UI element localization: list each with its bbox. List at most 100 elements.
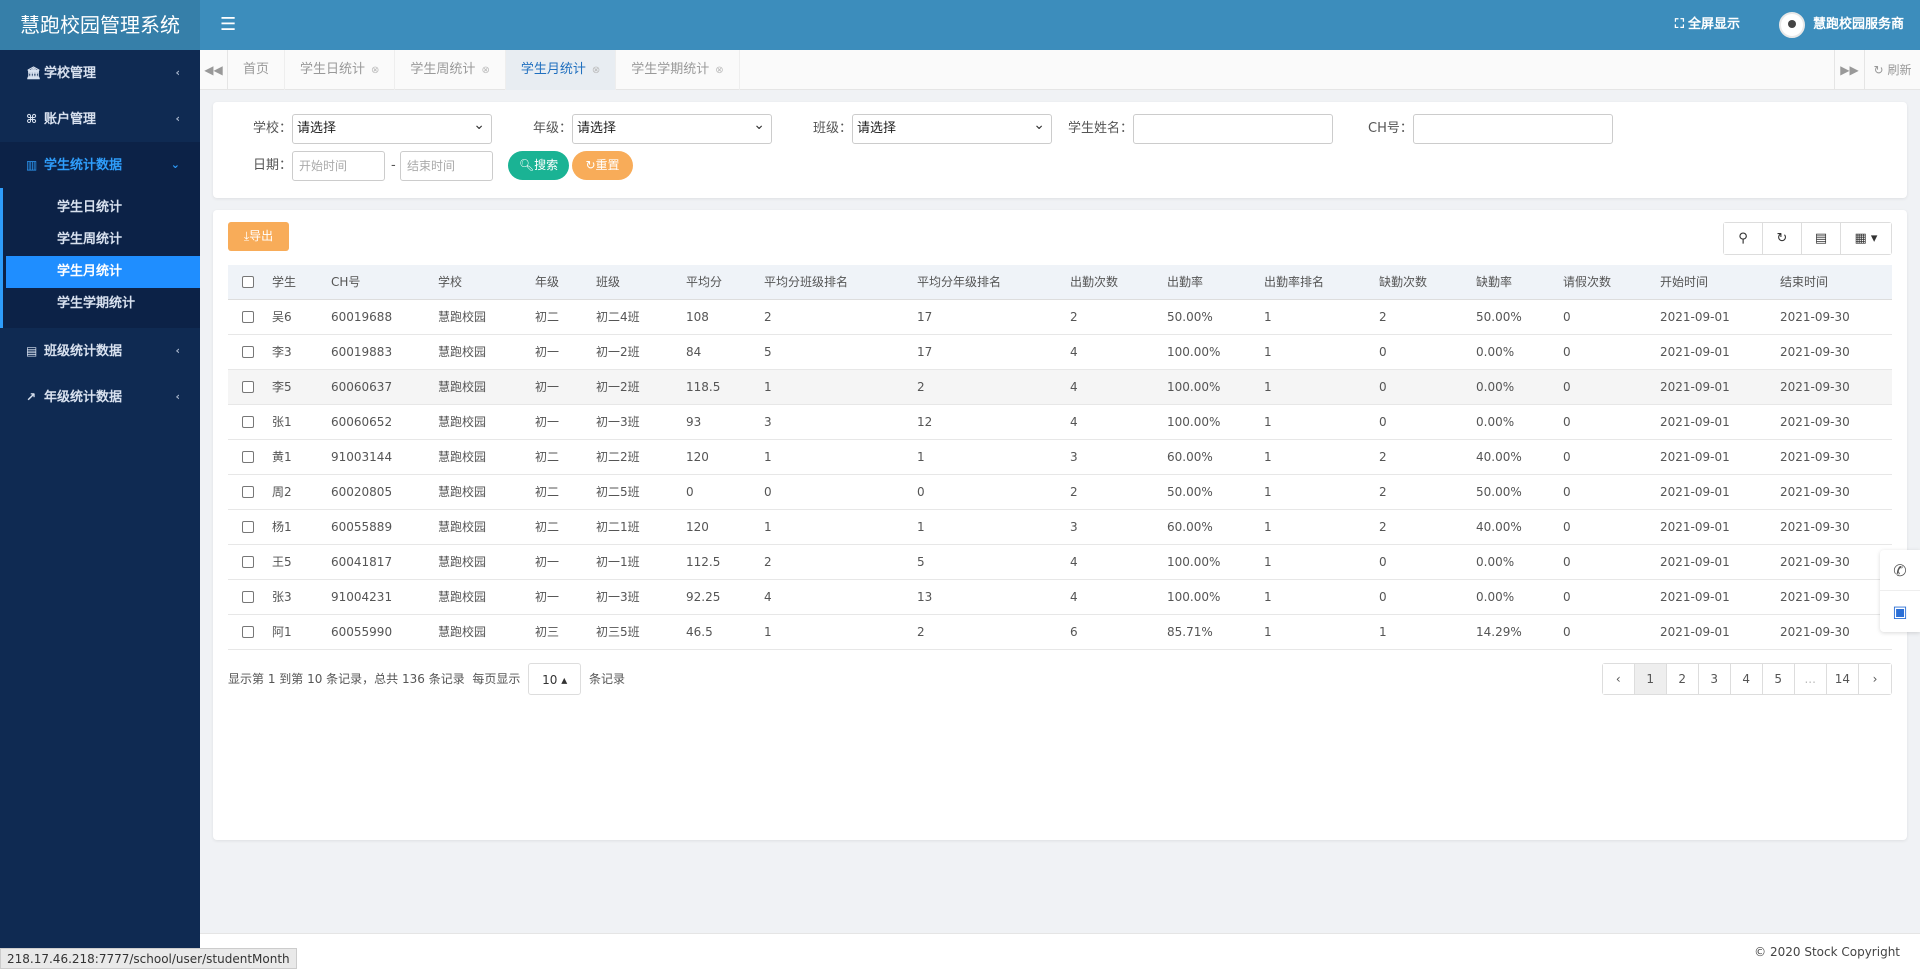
table-row[interactable]: 张1 60060652 慧跑校园 初一 初一3班 93 3 12 4 100.00% 1 0 0.00%… xyxy=(228,404,1892,440)
table-cell: 60.00% xyxy=(1163,439,1260,475)
sidebar-subitem-daily[interactable]: 学生日统计 xyxy=(57,200,123,215)
sidebar-item-school-management[interactable]: 🏛 学校管理 ‹ xyxy=(0,50,200,96)
row-select-cell xyxy=(228,439,268,475)
row-checkbox[interactable] xyxy=(242,416,254,428)
sidebar-subitem-semester[interactable]: 学生学期统计 xyxy=(57,296,136,311)
tab-home[interactable]: 首页 xyxy=(228,50,286,90)
col-avg-score[interactable]: 平均分 xyxy=(682,265,760,300)
grade-select[interactable]: 请选择 xyxy=(572,111,772,144)
user-menu[interactable]: 慧跑校园服务商 xyxy=(1778,0,1904,50)
class-select[interactable]: 请选择 xyxy=(852,111,1052,144)
school-select[interactable]: 请选择 xyxy=(292,111,492,144)
page-size-select[interactable]: 10 ▴ xyxy=(528,663,582,695)
table-cell: 慧跑校园 xyxy=(434,544,531,580)
col-school[interactable]: 学校 xyxy=(434,265,531,300)
close-icon[interactable]: ⊗ xyxy=(481,65,490,76)
table-cell: 杨1 xyxy=(268,509,327,545)
sidebar-item-grade-stats[interactable]: ↗ 年级统计数据 ‹ xyxy=(0,374,200,420)
table-row[interactable]: 王5 60041817 慧跑校园 初一 初一1班 112.5 2 5 4 100.00% 1 0 0.0… xyxy=(228,544,1892,580)
col-attendance-rate[interactable]: 出勤率 xyxy=(1163,265,1260,300)
search-button[interactable]: 🔍︎搜索 xyxy=(508,151,569,180)
table-search-button[interactable]: ⚲ xyxy=(1724,223,1763,254)
table-row[interactable]: 张3 91004231 慧跑校园 初一 初一3班 92.25 4 13 4 100.00% 1 0 0.… xyxy=(228,579,1892,615)
start-date-input[interactable]: 开始时间 xyxy=(292,151,385,181)
row-checkbox[interactable] xyxy=(242,591,254,603)
table-row[interactable]: 周2 60020805 慧跑校园 初二 初二5班 0 0 0 2 50.00% 1 2 50.00% 0 2… xyxy=(228,474,1892,510)
page-button[interactable]: 2 xyxy=(1666,664,1699,694)
col-start-time[interactable]: 开始时间 xyxy=(1656,265,1776,300)
table-row[interactable]: 李3 60019883 慧跑校园 初一 初一2班 84 5 17 4 100.00% 1 0 0.00%… xyxy=(228,334,1892,370)
page-button[interactable]: 14 xyxy=(1826,664,1859,694)
table-cell: 12 xyxy=(913,404,1066,440)
page-button[interactable]: 3 xyxy=(1698,664,1731,694)
tab-semester[interactable]: 学生学期统计 ⊗ xyxy=(616,50,740,90)
row-checkbox[interactable] xyxy=(242,346,254,358)
prev-page-button[interactable]: ‹ xyxy=(1602,664,1635,694)
close-icon[interactable]: ⊗ xyxy=(371,65,380,76)
close-icon[interactable]: ⊗ xyxy=(715,65,724,76)
tabs-scroll-right-icon[interactable]: ▶▶ xyxy=(1834,50,1864,90)
sidebar-subitem-monthly[interactable]: 学生月统计 xyxy=(6,256,200,288)
col-attendance-rank[interactable]: 出勤率排名 xyxy=(1260,265,1375,300)
table-row[interactable]: 吴6 60019688 慧跑校园 初二 初二4班 108 2 17 2 50.00% 1 2 50.00… xyxy=(228,299,1892,335)
refresh-tab-button[interactable]: ↻ 刷新 xyxy=(1864,50,1920,90)
page-button[interactable]: 5 xyxy=(1762,664,1795,694)
tabs-scroll-left-icon[interactable]: ◀◀ xyxy=(200,50,228,90)
reset-button[interactable]: ↻重置 xyxy=(572,151,633,180)
sidebar-item-student-stats[interactable]: ▥ 学生统计数据 ⌄ xyxy=(0,142,200,188)
sidebar-item-class-stats[interactable]: ▤ 班级统计数据 ‹ xyxy=(0,328,200,374)
sidebar-item-account-management[interactable]: ⌘ 账户管理 ‹ xyxy=(0,96,200,142)
col-absence-rate[interactable]: 缺勤率 xyxy=(1472,265,1559,300)
sidebar-item-label: 学校管理 xyxy=(44,66,97,81)
table-row[interactable]: 杨1 60055889 慧跑校园 初二 初二1班 120 1 1 3 60.00% 1 2 40.00%… xyxy=(228,509,1892,545)
table-cell: 初二2班 xyxy=(592,439,682,475)
row-checkbox[interactable] xyxy=(242,626,254,638)
row-checkbox[interactable] xyxy=(242,521,254,533)
col-end-time[interactable]: 结束时间 xyxy=(1776,265,1892,300)
select-all-checkbox[interactable] xyxy=(242,276,254,289)
table-cell: 2 xyxy=(760,299,913,335)
tab-monthly[interactable]: 学生月统计 ⊗ xyxy=(505,50,617,90)
tab-weekly[interactable]: 学生周统计 ⊗ xyxy=(395,50,506,90)
col-student[interactable]: 学生 xyxy=(268,265,327,300)
table-refresh-button[interactable]: ↻ xyxy=(1763,223,1802,254)
table-row[interactable]: 李5 60060637 慧跑校园 初一 初一2班 118.5 1 2 4 100.00% 1 0 0.0… xyxy=(228,369,1892,405)
col-class[interactable]: 班级 xyxy=(592,265,682,300)
student-name-field: 学生姓名： xyxy=(1068,114,1348,144)
row-checkbox[interactable] xyxy=(242,486,254,498)
row-checkbox[interactable] xyxy=(242,556,254,568)
student-name-label: 学生姓名： xyxy=(1068,121,1134,136)
fullscreen-button[interactable]: ⛶ 全屏显示 xyxy=(1675,0,1740,50)
row-checkbox[interactable] xyxy=(242,451,254,463)
col-ch[interactable]: CH号 xyxy=(327,265,434,300)
menu-toggle-icon[interactable]: ☰ xyxy=(220,14,237,35)
sidebar-subitem-weekly[interactable]: 学生周统计 xyxy=(57,232,123,247)
phone-icon[interactable]: ✆ xyxy=(1880,550,1920,591)
page-button[interactable]: 4 xyxy=(1730,664,1763,694)
end-date-input[interactable]: 结束时间 xyxy=(400,151,493,181)
qrcode-icon[interactable]: ▣ xyxy=(1892,602,1908,621)
table-columns-button[interactable]: ▦ ▾ xyxy=(1841,223,1891,254)
table-cell: 60019688 xyxy=(327,299,434,335)
close-icon[interactable]: ⊗ xyxy=(591,65,601,76)
page-button[interactable]: 1 xyxy=(1634,664,1667,694)
student-name-input[interactable] xyxy=(1133,114,1333,144)
class-field: 班级： 请选择 xyxy=(813,111,1053,144)
table-row[interactable]: 阿1 60055990 慧跑校园 初三 初三5班 46.5 1 2 6 85.71% 1 1 14.29… xyxy=(228,614,1892,650)
col-avg-class-rank[interactable]: 平均分班级排名 xyxy=(760,265,913,300)
table-toggle-view-button[interactable]: ▤ xyxy=(1802,223,1841,254)
col-avg-grade-rank[interactable]: 平均分年级排名 xyxy=(913,265,1066,300)
row-checkbox[interactable] xyxy=(242,311,254,323)
floating-widgets: ✆ ▣ xyxy=(1880,550,1920,632)
table-row[interactable]: 黄1 91003144 慧跑校园 初二 初二2班 120 1 1 3 60.00% 1 2 40.00%… xyxy=(228,439,1892,475)
col-absence-count[interactable]: 缺勤次数 xyxy=(1375,265,1472,300)
col-leave-count[interactable]: 请假次数 xyxy=(1559,265,1656,300)
next-page-button[interactable]: › xyxy=(1859,664,1891,694)
row-checkbox[interactable] xyxy=(242,381,254,393)
col-grade[interactable]: 年级 xyxy=(531,265,592,300)
tab-daily[interactable]: 学生日统计 ⊗ xyxy=(285,50,396,90)
export-button[interactable]: ⤓导出 xyxy=(228,222,289,251)
ch-input[interactable] xyxy=(1413,114,1613,144)
chevron-left-icon: ‹ xyxy=(175,66,180,79)
col-attendance-count[interactable]: 出勤次数 xyxy=(1066,265,1163,300)
